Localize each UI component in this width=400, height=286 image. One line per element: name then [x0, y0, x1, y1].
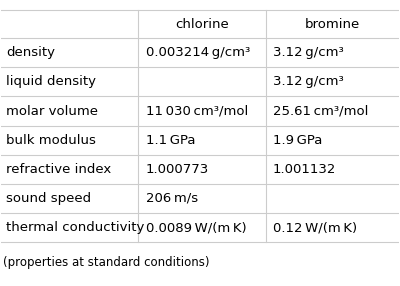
Text: 206 m/s: 206 m/s: [146, 192, 198, 205]
Text: refractive index: refractive index: [6, 163, 112, 176]
Text: 11 030 cm³/mol: 11 030 cm³/mol: [146, 105, 248, 118]
Text: 0.003214 g/cm³: 0.003214 g/cm³: [146, 46, 250, 59]
Text: density: density: [6, 46, 55, 59]
Text: chlorine: chlorine: [175, 17, 229, 31]
Text: 3.12 g/cm³: 3.12 g/cm³: [273, 76, 344, 88]
Text: 1.1 GPa: 1.1 GPa: [146, 134, 195, 147]
Text: 0.0089 W/(m K): 0.0089 W/(m K): [146, 221, 246, 234]
Text: sound speed: sound speed: [6, 192, 91, 205]
Text: 1.000773: 1.000773: [146, 163, 209, 176]
Text: liquid density: liquid density: [6, 76, 96, 88]
Text: 1.9 GPa: 1.9 GPa: [273, 134, 322, 147]
Text: thermal conductivity: thermal conductivity: [6, 221, 144, 234]
Text: 3.12 g/cm³: 3.12 g/cm³: [273, 46, 344, 59]
Text: bulk modulus: bulk modulus: [6, 134, 96, 147]
Text: molar volume: molar volume: [6, 105, 98, 118]
Text: 25.61 cm³/mol: 25.61 cm³/mol: [273, 105, 368, 118]
Text: 1.001132: 1.001132: [273, 163, 336, 176]
Text: 0.12 W/(m K): 0.12 W/(m K): [273, 221, 357, 234]
Text: (properties at standard conditions): (properties at standard conditions): [3, 256, 210, 269]
Text: bromine: bromine: [304, 17, 360, 31]
